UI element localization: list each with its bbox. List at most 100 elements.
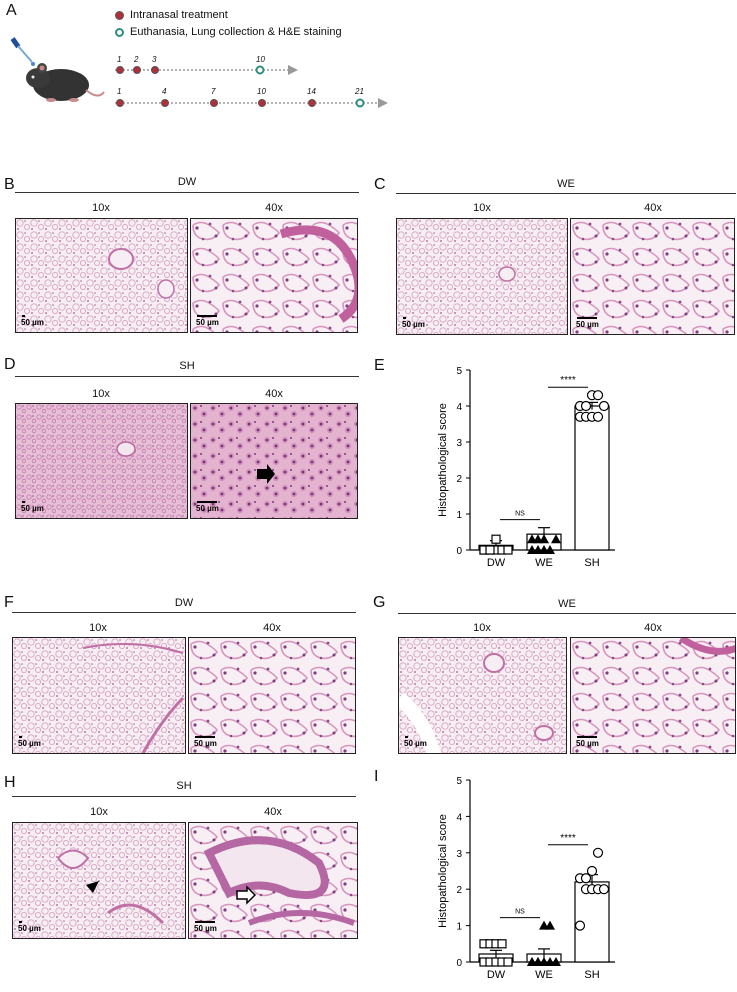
legend-euthanasia: Euthanasia, Lung collection & H&E staini… [115,26,342,38]
micrograph-40x: 50 µm [190,218,358,333]
data-point [586,865,598,877]
divider [15,192,359,193]
data-point [551,957,561,966]
micrograph-10x: 50 µm [15,218,188,333]
legend-treatment: Intranasal treatment [115,9,228,21]
y-tick-label: 5 [456,366,462,377]
panel-h-label: H [4,774,16,791]
panel-g-label: G [373,594,386,611]
timeline-1 [115,65,298,75]
data-point [503,957,513,967]
divider [12,796,356,797]
data-point [491,534,501,544]
mag-40x: 40x [265,202,283,214]
group-title: SH [179,360,195,372]
data-point [598,884,610,895]
tl2-day: 1 [117,87,122,96]
micrograph-40x: 50 µm [190,403,358,519]
y-tick-label: 0 [456,958,462,969]
euthanasia-dot-icon [115,27,124,37]
panel-e-label: E [374,357,385,374]
tl2-day: 7 [211,87,216,96]
group-title: WE [557,178,575,190]
y-tick-label: 3 [456,849,462,860]
tl2-day: 21 [355,87,364,96]
x-tick-label: WE [535,557,553,569]
scale-bar-label: 50 µm [404,739,427,748]
mag-40x: 40x [263,622,281,634]
divider [15,376,359,377]
tl1-day: 10 [256,55,265,64]
mag-10x: 10x [92,388,110,400]
micrograph-10x: 50 µm [396,218,568,335]
chart-i: 0 1 2 3 4 5 Histopathological score DW WE SH NS ***… [437,776,615,981]
micrograph-10x: 50 µm [12,822,186,939]
arrowhead-icon [86,881,99,893]
data-point [545,920,555,930]
data-point [539,534,549,544]
y-tick-label: 2 [456,474,462,485]
mag-10x: 10x [92,202,110,214]
significance-label: NS [515,909,525,916]
data-point [545,545,555,554]
chart-e: 0 1 2 3 4 5 Histopathological score DW WE SH NS ***… [437,366,615,569]
micrograph-10x: 50 µm [398,637,567,754]
mag-10x: 10x [89,622,107,634]
y-tick-label: 2 [456,885,462,896]
arrow-icon [257,464,275,484]
open-arrow-icon [236,885,257,905]
tl1-day: 2 [134,55,139,64]
significance-label: **** [560,375,576,386]
mag-40x: 40x [264,806,282,818]
group-title: DW [177,176,197,188]
treatment-dot-icon [115,10,124,20]
group-title: WE [558,598,576,610]
mag-10x: 10x [90,806,108,818]
y-tick-label: 5 [456,776,462,787]
data-point [551,534,561,544]
scale-bar-label: 50 µm [196,318,219,327]
significance-label: NS [515,511,525,518]
data-point [592,390,604,401]
tl1-day: 3 [152,55,157,64]
bar [574,405,610,551]
mag-10x: 10x [473,202,491,214]
x-tick-label: WE [535,969,553,981]
scale-bar-label: 50 µm [194,739,217,748]
scale-bar-label: 50 µm [576,739,599,748]
mag-40x: 40x [644,202,662,214]
y-axis-title: Histopathological score [437,403,449,517]
panel-f-label: F [4,594,14,611]
tl2-day: 10 [257,87,266,96]
micrograph-10x: 50 µm [12,637,186,754]
data-point [533,957,543,966]
scale-bar-label: 50 µm [194,924,217,933]
tl2-day: 14 [307,87,316,96]
tl2-day: 4 [162,87,167,96]
micrograph-40x: 50 µm [570,218,735,335]
y-tick-label: 1 [456,510,462,521]
micrograph-10x: 50 µm [15,403,188,519]
scale-bar-label: 50 µm [576,320,599,329]
divider [12,612,356,613]
panel-d-label: D [4,356,16,373]
x-tick-label: DW [487,557,506,569]
scale-bar-label: 50 µm [18,739,41,748]
y-tick-label: 3 [456,438,462,449]
group-title: DW [174,597,194,609]
mag-10x: 10x [473,622,491,634]
scale-bar-label: 50 µm [402,320,425,329]
mouse-illustration [10,37,105,102]
data-point [503,545,513,555]
panel-a-label: A [6,2,17,19]
group-title: SH [176,780,192,792]
x-tick-label: SH [584,557,599,569]
data-point [574,920,586,931]
y-tick-label: 4 [456,812,462,823]
significance-label: **** [560,833,576,844]
x-tick-label: DW [487,969,506,981]
scale-bar-label: 50 µm [18,924,41,933]
scale-bar-label: 50 µm [196,504,219,513]
micrograph-40x: 50 µm [570,637,736,754]
data-point [592,411,604,422]
